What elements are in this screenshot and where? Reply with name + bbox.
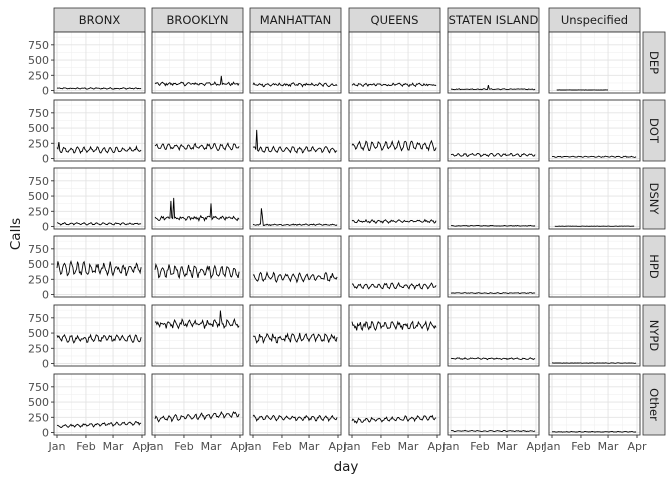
y-tick-label: 250 bbox=[28, 205, 49, 218]
x-tick-label: Jan bbox=[48, 440, 66, 453]
column-label-2: MANHATTAN bbox=[260, 13, 331, 27]
row-label-0: DEP bbox=[647, 51, 661, 74]
x-tick-label: Mar bbox=[398, 440, 419, 453]
series-line-NYPD-Unspecified bbox=[552, 363, 636, 364]
x-tick-label: Mar bbox=[497, 440, 518, 453]
x-tick-label: Feb bbox=[272, 440, 291, 453]
x-tick-label: Feb bbox=[571, 440, 590, 453]
x-tick-label: Feb bbox=[76, 440, 95, 453]
x-tick-label: Jan bbox=[543, 440, 561, 453]
y-tick-label: 500 bbox=[28, 122, 49, 135]
y-tick-label: 0 bbox=[42, 85, 49, 98]
x-tick-label: Jan bbox=[343, 440, 361, 453]
y-tick-label: 750 bbox=[28, 243, 49, 256]
y-tick-label: 0 bbox=[42, 358, 49, 371]
column-label-4: STATEN ISLAND bbox=[449, 13, 539, 27]
x-tick-label: Jan bbox=[146, 440, 164, 453]
x-tick-label: Jan bbox=[244, 440, 262, 453]
x-tick-label: Mar bbox=[299, 440, 320, 453]
y-tick-label: 750 bbox=[28, 39, 49, 52]
x-axis-title: day bbox=[334, 459, 359, 475]
column-label-0: BRONX bbox=[79, 13, 121, 27]
x-tick-label: Apr bbox=[627, 440, 647, 453]
series-line-DSNY-STATEN-ISLAND bbox=[451, 225, 535, 226]
x-tick-label: Jan bbox=[442, 440, 460, 453]
x-tick-label: Feb bbox=[174, 440, 193, 453]
y-tick-label: 500 bbox=[28, 190, 49, 203]
column-label-3: QUEENS bbox=[371, 13, 419, 27]
x-tick-label: Feb bbox=[470, 440, 489, 453]
y-tick-label: 250 bbox=[28, 137, 49, 150]
y-tick-label: 0 bbox=[42, 289, 49, 302]
column-label-5: Unspecified bbox=[561, 13, 628, 27]
y-tick-label: 750 bbox=[28, 381, 49, 394]
row-label-2: DSNY bbox=[647, 183, 661, 216]
y-tick-label: 250 bbox=[28, 342, 49, 355]
y-tick-label: 750 bbox=[28, 312, 49, 325]
y-tick-label: 0 bbox=[42, 221, 49, 234]
y-tick-label: 0 bbox=[42, 153, 49, 166]
series-line-Other-Unspecified bbox=[552, 432, 636, 433]
row-label-1: DOT bbox=[647, 118, 661, 144]
x-tick-label: Feb bbox=[371, 440, 390, 453]
column-label-1: BROOKLYN bbox=[166, 13, 228, 27]
row-label-3: HPD bbox=[647, 254, 661, 279]
row-label-4: NYPD bbox=[647, 320, 661, 352]
y-tick-label: 500 bbox=[28, 54, 49, 67]
x-tick-label: Mar bbox=[201, 440, 222, 453]
y-tick-label: 0 bbox=[42, 427, 49, 440]
y-tick-label: 750 bbox=[28, 175, 49, 188]
y-tick-label: 750 bbox=[28, 107, 49, 120]
y-tick-label: 500 bbox=[28, 396, 49, 409]
x-tick-label: Mar bbox=[598, 440, 619, 453]
x-tick-label: Mar bbox=[103, 440, 124, 453]
y-tick-label: 500 bbox=[28, 327, 49, 340]
y-tick-label: 250 bbox=[28, 273, 49, 286]
y-tick-label: 250 bbox=[28, 69, 49, 82]
y-tick-label: 500 bbox=[28, 258, 49, 271]
row-label-5: Other bbox=[647, 388, 661, 421]
y-axis-title: Calls bbox=[8, 218, 24, 250]
y-tick-label: 250 bbox=[28, 411, 49, 424]
